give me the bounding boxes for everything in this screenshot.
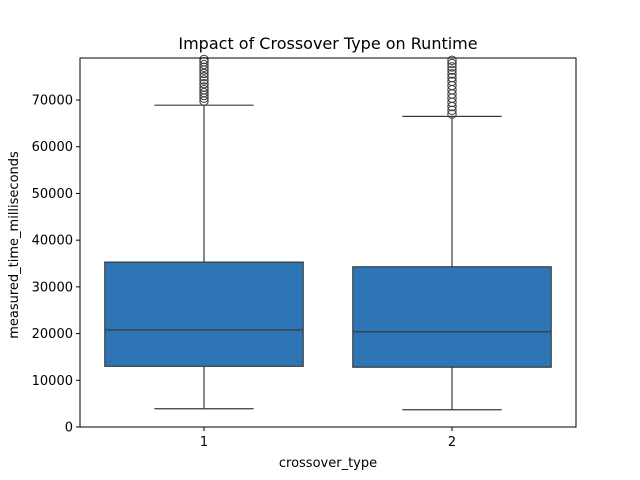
- y-tick-label: 70000: [32, 94, 73, 109]
- y-tick-label: 50000: [32, 187, 73, 202]
- outlier-point: [447, 72, 457, 83]
- x-tick-label: 1: [200, 435, 208, 450]
- outlier-point: [199, 54, 209, 65]
- y-tick-label: 60000: [32, 140, 73, 155]
- outlier-point: [199, 82, 209, 92]
- box-iqr: [352, 266, 552, 368]
- y-tick-label: 30000: [32, 280, 73, 295]
- outlier-point: [199, 78, 209, 89]
- outlier-point: [199, 75, 209, 85]
- outlier-point: [199, 71, 209, 82]
- outlier-point: [447, 69, 457, 79]
- plot-area: [104, 54, 552, 411]
- outlier-point: [447, 55, 457, 66]
- y-axis: 0 10000 20000 30000 40000 50000 60000 70000: [32, 94, 80, 436]
- y-tick-label: 40000: [32, 234, 73, 249]
- y-tick-label: 10000: [32, 374, 73, 389]
- box-iqr: [104, 261, 304, 367]
- outlier-point: [447, 58, 457, 69]
- outlier-point: [199, 59, 209, 70]
- y-axis-title: measured_time_milliseconds: [7, 151, 22, 339]
- chart-title: Impact of Crossover Type on Runtime: [178, 34, 477, 53]
- outlier-point: [447, 65, 457, 75]
- x-tick-label: 2: [448, 435, 456, 450]
- outlier-point: [447, 109, 457, 119]
- y-tick-label: 0: [65, 421, 73, 436]
- plot-frame: [79, 57, 577, 428]
- outlier-point: [447, 76, 457, 87]
- outlier-point: [199, 85, 209, 95]
- y-tick-label: 20000: [32, 327, 73, 342]
- box-group: [104, 54, 304, 410]
- box-group: [352, 55, 552, 411]
- x-axis-title: crossover_type: [279, 456, 377, 471]
- outlier-point: [447, 62, 457, 72]
